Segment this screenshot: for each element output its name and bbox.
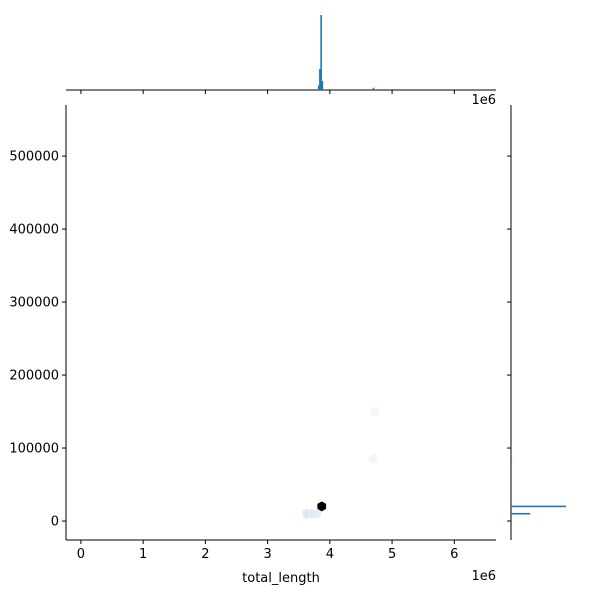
y-axis-ticks: 0 100000 200000 300000 400000 500000 xyxy=(9,150,66,530)
x-tick-label: 2 xyxy=(201,547,209,562)
y-marginal-bar xyxy=(511,505,566,508)
hexbin-cells xyxy=(302,406,379,519)
hexbin-cell xyxy=(312,508,322,519)
x-tick-label: 1 xyxy=(139,547,147,562)
top-offset-label: 1e6 xyxy=(471,93,496,108)
x-marginal-bars xyxy=(317,15,375,90)
y-marginal-bar xyxy=(511,512,531,515)
y-marginal-bar xyxy=(511,458,513,460)
x-marginal-ticks xyxy=(80,90,455,94)
y-tick-label: 0 xyxy=(51,515,59,530)
x-offset-label: 1e6 xyxy=(471,569,496,584)
x-tick-label: 5 xyxy=(388,547,396,562)
y-marginal-bars xyxy=(511,458,566,515)
y-tick-label: 500000 xyxy=(9,150,59,165)
x-marginal-panel xyxy=(66,15,496,94)
x-tick-label: 3 xyxy=(263,547,271,562)
y-tick-label: 100000 xyxy=(9,442,59,457)
x-tick-label: 4 xyxy=(326,547,334,562)
x-marginal-bar xyxy=(372,87,375,90)
x-marginal-bar xyxy=(320,15,322,90)
y-marginal-ticks xyxy=(507,155,511,522)
x-axis-label: total_length xyxy=(242,571,320,586)
y-tick-label: 200000 xyxy=(9,369,59,384)
y-tick-label: 300000 xyxy=(9,296,59,311)
y-marginal-panel xyxy=(507,105,566,540)
x-tick-label: 6 xyxy=(450,547,458,562)
x-tick-label: 0 xyxy=(77,547,85,562)
hexbin-cell xyxy=(369,454,378,464)
hexbin-cell xyxy=(370,406,379,417)
x-axis-ticks: 0 1 2 3 4 5 6 xyxy=(77,540,458,562)
x-marginal-bar xyxy=(319,69,321,90)
hexbin-cell xyxy=(317,501,327,512)
x-marginal-bar xyxy=(321,81,324,90)
x-marginal-bar xyxy=(317,85,320,90)
y-tick-label: 400000 xyxy=(9,223,59,238)
